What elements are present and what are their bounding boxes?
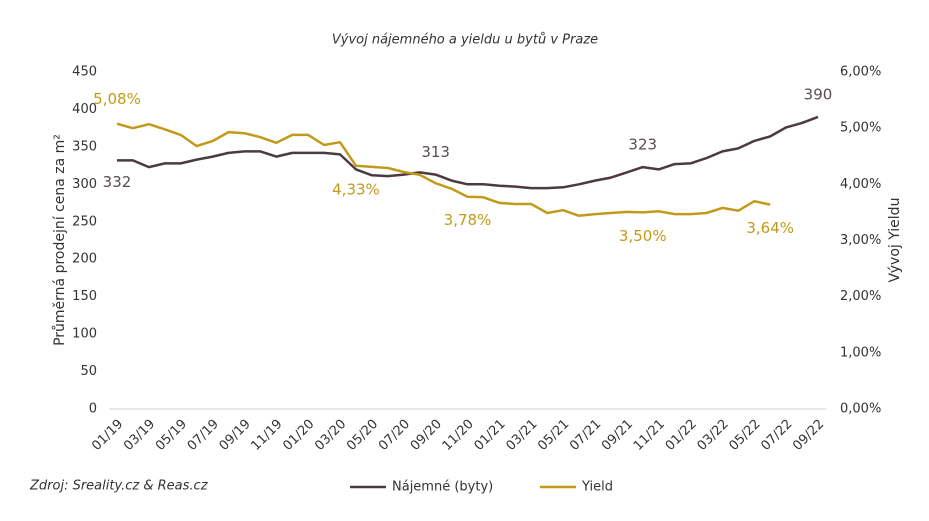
x-tick-label: 05/21: [535, 417, 572, 454]
x-tick-label: 09/20: [408, 417, 445, 454]
data-label: 4,33%: [332, 180, 380, 198]
data-label: 313: [421, 143, 450, 161]
x-tick-label: 11/19: [249, 417, 286, 454]
x-tick-label: 05/20: [344, 417, 381, 454]
x-tick-label: 03/20: [312, 417, 349, 454]
y2-tick-label: 4,00%: [840, 177, 881, 192]
x-tick-label: 01/20: [280, 417, 317, 454]
y-tick-label: 350: [72, 139, 97, 154]
x-tick-label: 05/19: [153, 417, 190, 454]
data-label: 390: [804, 85, 833, 103]
x-tick-label: 07/21: [567, 417, 604, 454]
x-tick-label: 03/22: [695, 417, 732, 454]
legend-label: Yield: [581, 480, 613, 495]
x-tick-label: 07/22: [758, 417, 795, 454]
x-tick-label: 05/22: [726, 417, 763, 454]
x-tick-label: 07/19: [185, 417, 222, 454]
y2-tick-label: 5,00%: [840, 121, 881, 136]
x-tick-label: 01/22: [663, 417, 700, 454]
x-tick-label: 09/21: [599, 417, 636, 454]
legend-label: Nájemné (byty): [392, 480, 493, 495]
y-axis-label: Průměrná prodejní cena za m²: [52, 134, 68, 346]
y-tick-label: 150: [72, 289, 97, 304]
y2-tick-label: 0,00%: [840, 402, 881, 417]
source: Zdroj: Sreality.cz & Reas.cz: [29, 479, 209, 494]
x-tick-label: 09/19: [217, 417, 254, 454]
y-tick-label: 200: [72, 252, 97, 267]
x-tick-label: 09/22: [790, 417, 827, 454]
y-tick-label: 50: [80, 364, 97, 379]
series-line: [116, 122, 771, 218]
x-tick-label: 07/20: [376, 417, 413, 454]
chart-title: Vývoj nájemného a yieldu u bytů v Praze: [332, 33, 598, 48]
y2-tick-label: 6,00%: [840, 65, 881, 80]
x-tick-label: 03/21: [503, 417, 540, 454]
y-tick-label: 0: [89, 402, 97, 417]
y-tick-label: 100: [72, 327, 97, 342]
y-tick-label: 250: [72, 214, 97, 229]
data-label: 332: [103, 173, 132, 191]
y2-tick-label: 3,00%: [840, 233, 881, 248]
x-tick-label: 11/21: [631, 417, 668, 454]
data-label: 3,50%: [619, 227, 667, 245]
x-tick-label: 01/21: [472, 417, 509, 454]
y-tick-label: 450: [72, 65, 97, 80]
y2-tick-label: 1,00%: [840, 345, 881, 360]
data-label: 3,64%: [746, 219, 794, 237]
x-tick-label: 11/20: [440, 417, 477, 454]
y2-axis-label: Vývoj Yieldu: [887, 198, 903, 283]
x-tick-label: 01/19: [89, 417, 126, 454]
series-line: [117, 115, 819, 190]
data-label: 3,78%: [444, 211, 492, 229]
y-tick-label: 300: [72, 177, 97, 192]
data-label: 5,08%: [93, 90, 141, 108]
data-label: 323: [628, 136, 657, 154]
y-tick-label: 400: [72, 102, 97, 117]
x-tick-label: 03/19: [121, 417, 158, 454]
y2-tick-label: 2,00%: [840, 289, 881, 304]
